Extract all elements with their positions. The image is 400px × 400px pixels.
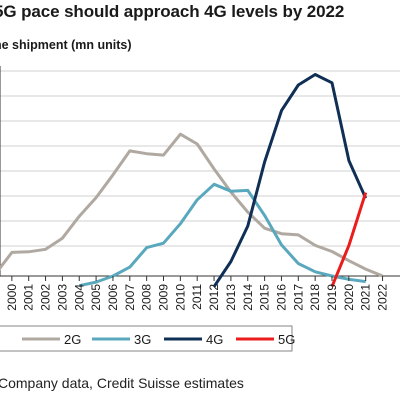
legend: 2G 3G 4G 5G [0, 325, 295, 352]
chart-title: 5G pace should approach 4G levels by 202… [0, 2, 345, 21]
series-lines [0, 73, 384, 288]
series-line-5g [330, 192, 368, 288]
x-tick-label: 2011 [190, 284, 204, 310]
x-tick-label: 2022 [376, 284, 390, 311]
gridlines [0, 70, 400, 247]
x-tick-label: 2004 [72, 284, 86, 311]
x-tick-label: 2019 [325, 284, 339, 311]
legend-label-2g: 2G [64, 332, 81, 347]
x-tick-label: 2002 [39, 284, 53, 311]
x-tick-label: 2005 [89, 284, 103, 311]
series-line-4g [212, 73, 368, 288]
legend-label-3g: 3G [134, 332, 151, 347]
x-tick-label: 2009 [157, 284, 171, 311]
x-tick-label: 2013 [224, 284, 238, 311]
x-tick-label: 1999 [0, 284, 2, 311]
x-tick-label: 2014 [241, 284, 255, 311]
x-tick-label: 2016 [274, 284, 288, 311]
x-tick-label: 2012 [207, 284, 221, 311]
x-tick-label: 2001 [22, 284, 36, 311]
series-line-2g [0, 132, 384, 278]
x-tick-label: 2003 [55, 284, 69, 311]
x-tick-label: 2021 [359, 284, 373, 311]
x-tick-label: 2020 [342, 284, 356, 311]
x-tick-label: 2008 [140, 284, 154, 311]
y-axis-label: ne shipment (mn units) [0, 38, 132, 52]
x-tick-label: 2007 [123, 284, 137, 311]
x-tick-label: 2017 [291, 284, 305, 311]
legend-label-4g: 4G [206, 332, 223, 347]
source-note: Company data, Credit Suisse estimates [0, 375, 244, 391]
x-tick-label: 2006 [106, 284, 120, 311]
x-tick-label: 2015 [258, 284, 272, 311]
x-tick-labels: 1999 2000 2001 2002 2003 2004 2005 2006 2007 2008… [0, 276, 390, 311]
legend-label-5g: 5G [278, 332, 295, 347]
x-tick-label: 2010 [173, 284, 187, 311]
x-tick-label: 2000 [5, 284, 19, 311]
x-tick-label: 2018 [308, 284, 322, 311]
series-line-3g [78, 182, 366, 288]
